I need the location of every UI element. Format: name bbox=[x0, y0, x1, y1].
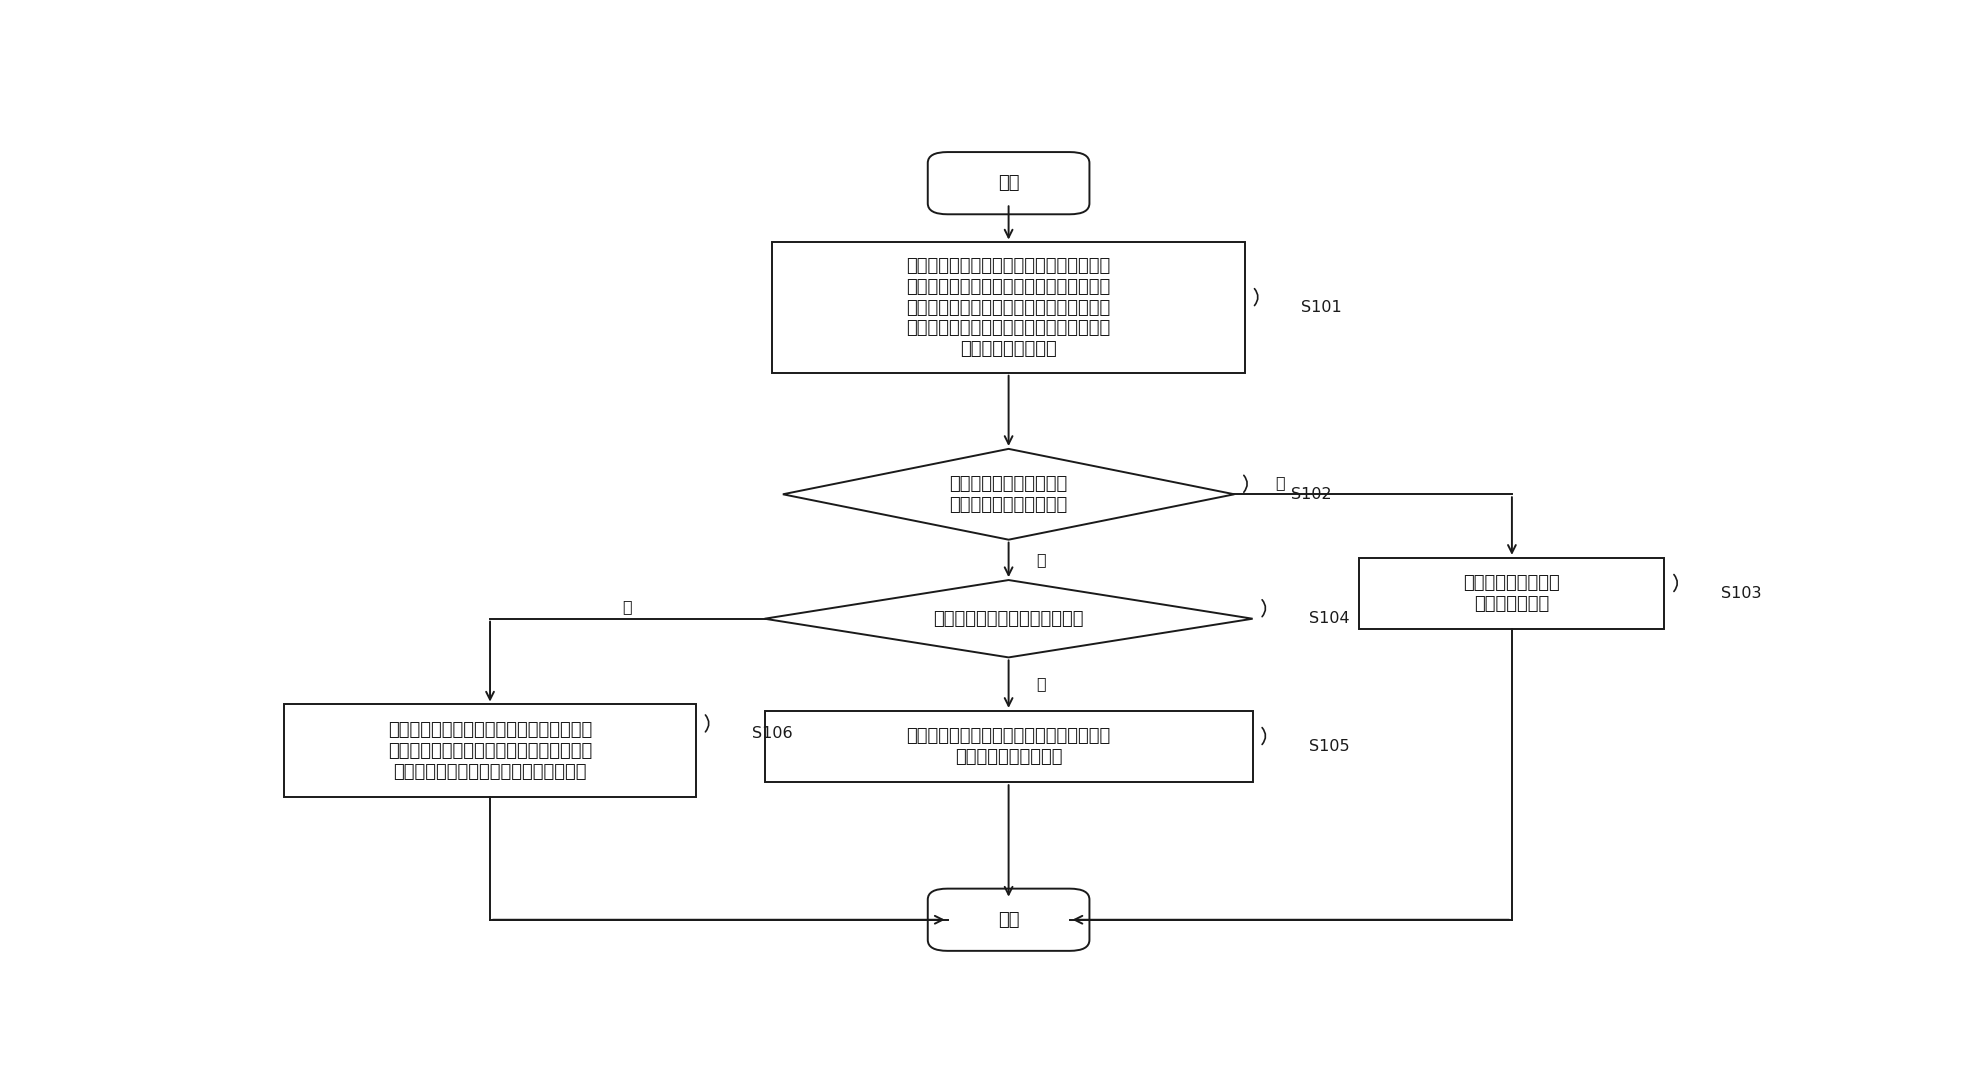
Text: 开始: 开始 bbox=[998, 174, 1019, 192]
Text: 判断当前处理请求量是否
大于等于第一请求量阈值: 判断当前处理请求量是否 大于等于第一请求量阈值 bbox=[949, 475, 1069, 513]
Text: 接收出行系统发送的支付请求，所述支付请
求携带订单信息，所述订单由所述出行系统
在用户出闸时生成，所述订单信息包括行程
信息、支付金额、付款账户、收款账户、订
: 接收出行系统发送的支付请求，所述支付请 求携带订单信息，所述订单由所述出行系统 … bbox=[907, 257, 1110, 358]
Text: S106: S106 bbox=[752, 726, 793, 741]
Text: 结束: 结束 bbox=[998, 911, 1019, 929]
Text: 否: 否 bbox=[622, 600, 632, 615]
Text: 向所述出行系统返回订单重复的报错消息或
者支付成功的处理结果: 向所述出行系统返回订单重复的报错消息或 者支付成功的处理结果 bbox=[907, 727, 1110, 765]
FancyBboxPatch shape bbox=[927, 152, 1090, 214]
Bar bbox=[764, 711, 1254, 782]
FancyBboxPatch shape bbox=[927, 889, 1090, 951]
Text: 将所述支付请求加入
到待处理队列中: 将所述支付请求加入 到待处理队列中 bbox=[1464, 574, 1561, 613]
Text: S105: S105 bbox=[1309, 739, 1350, 755]
Text: 否: 否 bbox=[1035, 553, 1045, 568]
Bar bbox=[1360, 558, 1665, 629]
Text: 是: 是 bbox=[1035, 677, 1045, 691]
Text: S104: S104 bbox=[1309, 612, 1350, 626]
Text: 将所述订单号存储到所述缓存中并记录所述
订单号的存储时间，根据所述支付金额、所
述付款账户和所述收款账户完成支付流程: 将所述订单号存储到所述缓存中并记录所述 订单号的存储时间，根据所述支付金额、所 … bbox=[388, 721, 592, 781]
Polygon shape bbox=[764, 580, 1254, 657]
Text: S101: S101 bbox=[1301, 300, 1342, 316]
Bar bbox=[283, 704, 697, 797]
Text: S102: S102 bbox=[1291, 487, 1332, 502]
Bar bbox=[771, 242, 1246, 372]
Text: 判断缓存中是否存在重复的订单: 判断缓存中是否存在重复的订单 bbox=[933, 609, 1084, 628]
Text: 是: 是 bbox=[1275, 475, 1285, 490]
Text: S103: S103 bbox=[1720, 586, 1761, 601]
Polygon shape bbox=[783, 449, 1234, 539]
